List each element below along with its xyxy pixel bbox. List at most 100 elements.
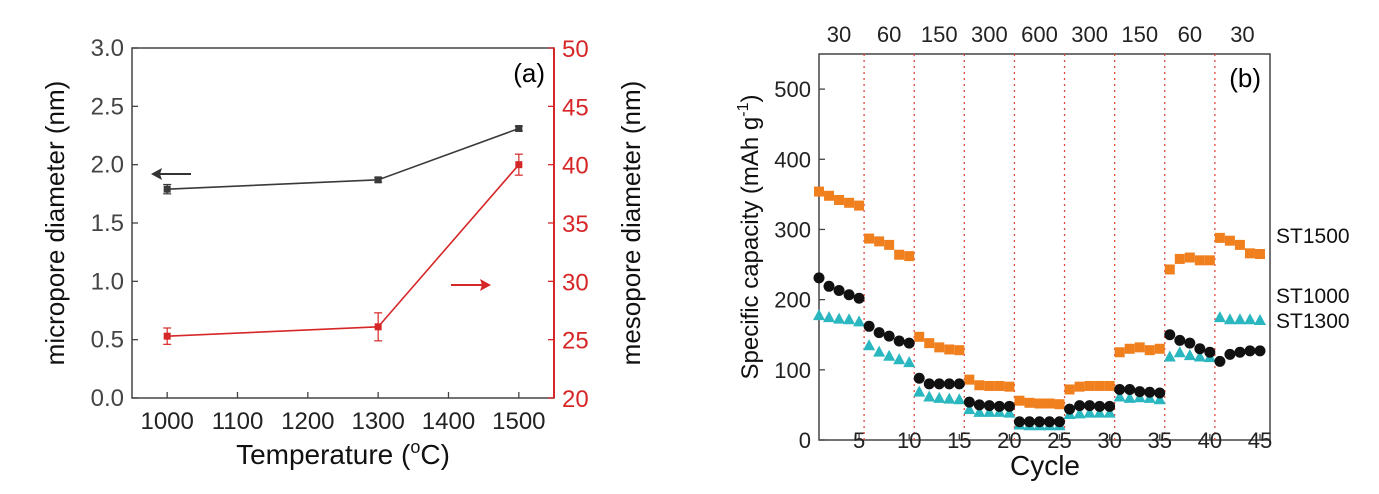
data-point-st1000 — [973, 405, 986, 417]
series-name-label: ST1000 — [1276, 285, 1350, 308]
y-tick-label: 100 — [774, 358, 811, 383]
data-point-st1500 — [864, 233, 875, 244]
right-y-tick-label: 25 — [562, 328, 589, 355]
data-point-st1000 — [953, 393, 966, 405]
data-point-st1500 — [834, 194, 845, 205]
data-point-st1000 — [1193, 350, 1206, 362]
data-point-st1500 — [914, 331, 925, 342]
data-point-1 — [515, 161, 523, 169]
data-point-st1500 — [1034, 398, 1045, 409]
data-point-st1500 — [944, 344, 955, 355]
data-point-st1500 — [1074, 381, 1085, 392]
left-y-tick-label: 2.5 — [91, 93, 124, 120]
panel-b-chart: 5 10 15 20 25 30 35 40 45 0 100 200 300 400 500 30 60 15… — [735, 22, 1350, 481]
data-point-st1000 — [1223, 313, 1236, 325]
data-point-st1500 — [1144, 345, 1155, 356]
x-tick-label: 20 — [997, 428, 1021, 453]
data-point-st1500 — [894, 249, 905, 260]
left-y-tick-label: 1.5 — [91, 210, 124, 237]
arrow-head — [151, 168, 162, 180]
rate-label: 60 — [1178, 22, 1202, 47]
data-point-st1500 — [1194, 255, 1205, 266]
data-point-st1500 — [1184, 252, 1195, 263]
rate-label: 60 — [877, 22, 901, 47]
series-name-label: ST1500 — [1276, 225, 1350, 248]
data-point-st1500 — [1114, 347, 1125, 358]
data-point-st1300 — [853, 292, 865, 304]
left-y-tick-label: 0.0 — [91, 385, 124, 412]
data-point-st1500 — [1024, 397, 1035, 408]
data-point-st1500 — [1204, 255, 1215, 266]
rate-label: 30 — [827, 22, 851, 47]
data-point-st1300 — [813, 272, 825, 284]
data-point-st1300 — [1254, 345, 1266, 357]
data-point-st1500 — [824, 190, 835, 201]
data-point-st1300 — [1194, 343, 1206, 355]
data-point-0 — [374, 176, 382, 184]
data-point-st1300 — [1094, 400, 1106, 412]
panel-b-label: (b) — [1229, 63, 1261, 93]
data-point-st1500 — [1124, 343, 1135, 354]
data-point-st1300 — [1134, 386, 1146, 398]
y-tick-label: 500 — [774, 77, 811, 102]
data-point-st1500 — [1234, 239, 1245, 250]
data-point-st1300 — [1064, 403, 1076, 415]
data-point-st1000 — [1243, 313, 1256, 325]
data-point-st1300 — [893, 335, 905, 347]
data-point-st1500 — [984, 380, 995, 391]
data-point-st1000 — [1213, 311, 1226, 323]
data-point-st1300 — [863, 320, 875, 332]
x-tick-label: 1300 — [351, 408, 404, 435]
data-point-st1500 — [1064, 384, 1075, 395]
series-line-1 — [167, 164, 520, 337]
panel-a-label: (a) — [513, 58, 545, 88]
panel-b-y-axis-label-suffix: ) — [737, 94, 764, 102]
data-point-st1300 — [833, 285, 845, 297]
data-point-st1000 — [1183, 349, 1196, 361]
data-point-st1500 — [1134, 342, 1145, 353]
data-point-st1500 — [1244, 248, 1255, 259]
panel-a-series — [163, 125, 523, 345]
data-point-st1500 — [844, 197, 855, 208]
x-tick-label: 1400 — [422, 408, 475, 435]
data-point-st1000 — [1073, 407, 1086, 419]
data-point-st1000 — [893, 353, 906, 365]
panel-a-axis-ticks: 1000 1100 1200 1300 1400 1500 0.0 0.5 1.0 1.5 2.0 2… — [91, 35, 589, 435]
data-point-st1300 — [1184, 337, 1196, 349]
data-point-st1300 — [1204, 346, 1216, 358]
panel-b-y-axis-label-superscript: -1 — [735, 102, 752, 116]
data-point-st1000 — [823, 311, 836, 323]
panel-a-x-axis-label-suffix: C) — [420, 439, 450, 470]
data-point-st1000 — [863, 339, 876, 351]
data-point-st1500 — [814, 186, 824, 197]
data-point-st1500 — [954, 345, 965, 356]
data-point-st1300 — [1003, 400, 1015, 412]
data-point-st1000 — [1153, 393, 1166, 405]
right-y-tick-label: 35 — [562, 211, 589, 238]
panel-b-x-axis-label: Cycle — [1010, 450, 1080, 481]
data-point-st1300 — [1214, 355, 1226, 367]
y-tick-label: 400 — [774, 147, 811, 172]
data-point-st1000 — [843, 313, 856, 325]
data-point-st1300 — [1154, 387, 1166, 399]
data-point-st1300 — [983, 400, 995, 412]
panel-a-plot-frame — [131, 47, 555, 399]
panel-b-axis-ticks: 5 10 15 20 25 30 35 40 45 0 100 200 300 400 500 — [774, 77, 1272, 453]
data-point-st1000 — [913, 385, 926, 397]
data-point-st1300 — [1224, 348, 1236, 360]
data-point-st1300 — [843, 289, 855, 301]
data-point-st1300 — [943, 378, 955, 390]
data-point-st1300 — [1114, 383, 1126, 395]
x-tick-label: 30 — [1097, 428, 1121, 453]
data-point-st1300 — [883, 330, 895, 342]
data-point-st1000 — [853, 315, 866, 327]
data-point-st1000 — [1113, 390, 1126, 402]
data-point-st1000 — [983, 405, 996, 417]
x-tick-label: 10 — [897, 428, 921, 453]
data-point-st1000 — [883, 349, 896, 361]
data-point-st1500 — [884, 239, 895, 250]
data-point-0 — [163, 185, 171, 193]
panel-b-y-axis-label: Specific capacity (mAh g-1) — [735, 94, 764, 379]
data-point-st1000 — [923, 390, 936, 402]
